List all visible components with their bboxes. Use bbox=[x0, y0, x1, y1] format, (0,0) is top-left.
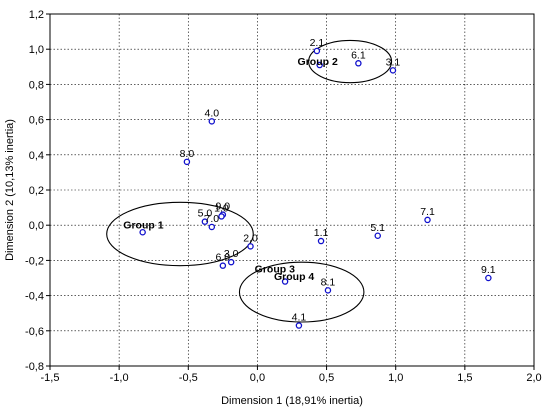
y-tick-label: -0,8 bbox=[25, 361, 44, 373]
y-tick-label: 0,2 bbox=[29, 185, 44, 197]
data-point bbox=[208, 118, 216, 125]
point-label: 3.1 bbox=[386, 56, 401, 68]
y-axis-label: Dimension 2 (10,13% inertia) bbox=[4, 119, 16, 261]
point-label: 2.0 bbox=[243, 232, 258, 244]
data-point bbox=[374, 232, 381, 240]
x-tick-label: 1,0 bbox=[388, 372, 403, 384]
point-label: 5.1 bbox=[370, 222, 385, 234]
y-tick-label: -0,2 bbox=[25, 255, 44, 267]
data-point bbox=[316, 61, 323, 69]
group-ellipse bbox=[106, 201, 254, 267]
data-point bbox=[313, 47, 321, 55]
data-point bbox=[317, 237, 325, 245]
point-label: 5.0 bbox=[198, 208, 213, 220]
point-label: 7.0 bbox=[204, 213, 219, 225]
data-point bbox=[389, 67, 397, 74]
point-label: 9.1 bbox=[481, 264, 496, 276]
x-tick-label: -0,5 bbox=[179, 372, 198, 384]
group-ellipses bbox=[106, 39, 393, 323]
point-label: 6.1 bbox=[351, 49, 366, 61]
data-point bbox=[201, 218, 209, 225]
data-point bbox=[281, 278, 289, 285]
x-axis: -1,5 -1,0 -0,5 0,0 0,5 1,0 1,5 2,0 bbox=[41, 366, 542, 384]
point-label: 8.1 bbox=[321, 276, 336, 288]
data-point bbox=[355, 60, 362, 67]
y-tick-label: 0,8 bbox=[29, 79, 44, 91]
group-label: Group 4 bbox=[274, 271, 314, 283]
data-point bbox=[227, 258, 235, 266]
data-point bbox=[247, 243, 254, 250]
y-tick-label: 0,4 bbox=[29, 150, 44, 162]
data-point bbox=[219, 262, 227, 269]
group-label: Group 1 bbox=[123, 220, 163, 232]
y-tick-label: -0,4 bbox=[25, 291, 44, 303]
y-tick-label: -0,6 bbox=[25, 326, 44, 338]
data-point bbox=[183, 158, 191, 166]
y-tick-label: 0,0 bbox=[29, 220, 44, 232]
point-label: 2.1 bbox=[310, 37, 325, 49]
data-point bbox=[485, 274, 492, 282]
x-tick-label: 1,5 bbox=[457, 372, 472, 384]
point-label: 7.1 bbox=[420, 206, 435, 218]
data-point bbox=[208, 223, 216, 231]
group-label: Group 2 bbox=[298, 56, 338, 68]
point-label: 1.1 bbox=[314, 227, 329, 239]
x-tick-label: -1,0 bbox=[110, 372, 129, 384]
data-point bbox=[295, 322, 303, 329]
point-label: 8.0 bbox=[180, 148, 195, 160]
data-point bbox=[139, 228, 146, 236]
data-point bbox=[218, 213, 225, 220]
point-label: 9.0 bbox=[216, 201, 231, 213]
group-ellipse bbox=[238, 261, 365, 323]
y-axis: -0,8 -0,6 -0,4 -0,2 0,0 0,2 0,4 0,6 0,8 1,0 1,2 bbox=[25, 9, 50, 373]
grid bbox=[50, 14, 534, 366]
group-label: Group 3 bbox=[255, 264, 295, 276]
x-tick-label: 0,0 bbox=[250, 372, 265, 384]
y-tick-label: 0,6 bbox=[29, 115, 44, 127]
y-tick-label: 1,2 bbox=[29, 9, 44, 21]
point-label: 4.0 bbox=[204, 107, 219, 119]
x-tick-label: 0,5 bbox=[319, 372, 334, 384]
point-label: 4.1 bbox=[292, 312, 307, 324]
data-point bbox=[324, 287, 332, 294]
x-tick-label: -1,5 bbox=[41, 372, 60, 384]
data-point bbox=[424, 216, 431, 224]
y-tick-label: 1,0 bbox=[29, 44, 44, 56]
data-points: 2.1 6.1 3.1 4.0 8.0 9.01.05.07.0 2.0 3.06.0 1.1 5… bbox=[139, 37, 496, 329]
point-label: 6.0 bbox=[216, 252, 231, 264]
x-axis-label: Dimension 1 (18,91% inertia) bbox=[221, 395, 363, 407]
group-ellipse bbox=[308, 39, 393, 84]
point-label: 1.0 bbox=[214, 202, 229, 214]
point-label: 3.0 bbox=[224, 248, 239, 260]
x-tick-label: 2,0 bbox=[526, 372, 541, 384]
